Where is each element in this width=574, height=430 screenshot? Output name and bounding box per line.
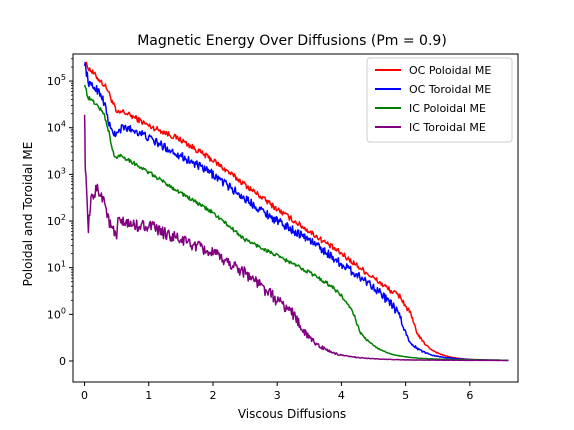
y-tick-label: 100 (47, 306, 66, 321)
legend-label: IC Toroidal ME (409, 121, 486, 134)
series-layer (83, 61, 509, 362)
series-line-ic-toroidal-me (83, 114, 509, 362)
x-tick-label: 0 (81, 389, 88, 402)
y-tick-label: 105 (47, 73, 66, 88)
x-tick-label: 2 (209, 389, 216, 402)
x-tick-label: 4 (338, 389, 345, 402)
y-tick-label: 104 (47, 120, 66, 135)
x-tick-label: 1 (145, 389, 152, 402)
y-tick-label: 101 (47, 260, 66, 275)
y-tick-label: 0 (59, 355, 66, 368)
legend-box (366, 57, 513, 143)
y-tick-label: 102 (47, 213, 66, 228)
x-tick-label: 6 (466, 389, 473, 402)
x-tick-label: 5 (402, 389, 409, 402)
series-line-ic-poloidal-me (83, 84, 509, 362)
x-tick-label: 3 (274, 389, 281, 402)
series-line-oc-toroidal-me (83, 61, 509, 362)
x-axis-label: Viscous Diffusions (238, 407, 346, 421)
legend-label: OC Toroidal ME (409, 83, 491, 96)
y-axis-label: Poloidal and Toroidal ME (21, 142, 35, 287)
chart-title: Magnetic Energy Over Diffusions (Pm = 0.… (137, 33, 447, 49)
legend: OC Poloidal ME OC Toroidal ME IC Poloidal … (366, 57, 513, 143)
y-tick-label: 103 (47, 166, 66, 181)
axes-frame (72, 53, 519, 383)
legend-label: IC Poloidal ME (409, 102, 486, 115)
series-line-oc-poloidal-me (83, 61, 509, 362)
legend-label: OC Poloidal ME (409, 64, 491, 77)
